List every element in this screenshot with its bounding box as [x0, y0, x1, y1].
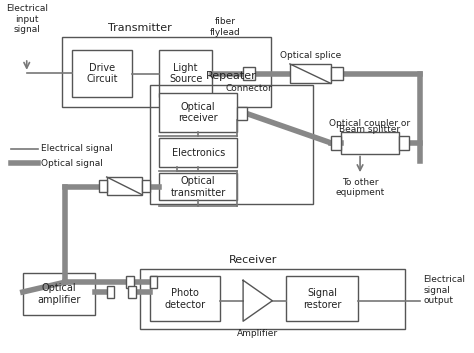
Text: Optical
receiver: Optical receiver: [178, 102, 218, 124]
Text: Connector: Connector: [226, 84, 273, 94]
Bar: [142, 180, 149, 192]
Text: Transmitter: Transmitter: [108, 23, 172, 33]
Text: Signal
restorer: Signal restorer: [303, 288, 341, 310]
Bar: [107, 286, 114, 298]
Text: Receiver: Receiver: [228, 255, 277, 265]
Bar: [286, 276, 358, 321]
Text: fiber
flylead: fiber flylead: [210, 17, 241, 37]
Text: Optical
transmitter: Optical transmitter: [171, 176, 226, 198]
Text: Electronics: Electronics: [172, 148, 225, 158]
Text: To other
equipment: To other equipment: [336, 178, 385, 197]
Bar: [23, 273, 95, 315]
Text: Optical splice: Optical splice: [280, 51, 341, 60]
Text: Repeater: Repeater: [206, 71, 257, 82]
Bar: [237, 107, 247, 120]
Bar: [149, 85, 313, 204]
Bar: [290, 64, 331, 83]
Text: Optical signal: Optical signal: [41, 159, 103, 168]
Text: Drive
Circuit: Drive Circuit: [86, 63, 118, 84]
Bar: [399, 136, 409, 150]
Bar: [149, 276, 220, 321]
Text: Electrical
signal
output: Electrical signal output: [423, 275, 465, 305]
Bar: [128, 286, 136, 298]
Bar: [72, 50, 132, 97]
Bar: [159, 93, 237, 132]
Polygon shape: [243, 280, 273, 321]
Bar: [243, 67, 255, 80]
Text: Optical
amplifier: Optical amplifier: [37, 283, 81, 305]
Bar: [62, 37, 271, 107]
Text: Optical coupler or: Optical coupler or: [329, 119, 410, 128]
Text: Electrical signal: Electrical signal: [41, 144, 113, 153]
Bar: [140, 269, 405, 329]
Bar: [99, 180, 107, 192]
Text: Photo
detector: Photo detector: [164, 288, 205, 310]
Text: Beam splitter: Beam splitter: [339, 125, 401, 134]
Bar: [159, 50, 212, 97]
Bar: [340, 132, 399, 154]
Text: Electrical
input
signal: Electrical input signal: [6, 5, 48, 34]
Bar: [159, 173, 237, 201]
Text: Amplifier: Amplifier: [237, 329, 278, 338]
Bar: [107, 177, 142, 195]
Bar: [149, 276, 157, 288]
Bar: [126, 276, 134, 288]
Bar: [159, 138, 237, 167]
Bar: [331, 67, 343, 80]
Text: Light
Source: Light Source: [169, 63, 202, 84]
Bar: [331, 136, 340, 150]
